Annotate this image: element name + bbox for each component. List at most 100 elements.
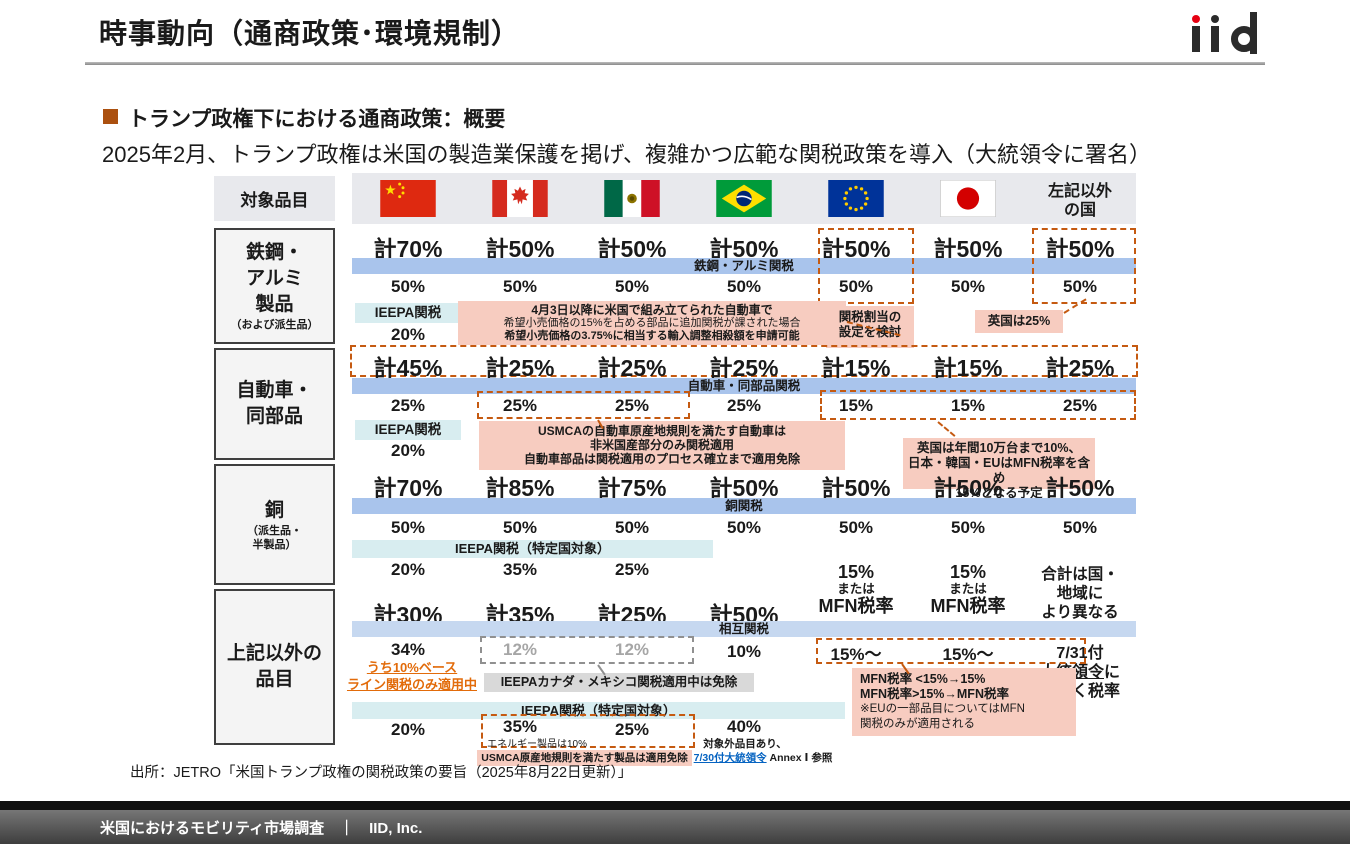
auto-total: 計25% <box>485 355 555 381</box>
column-header-other: 左記以外 の国 <box>1047 183 1112 219</box>
brazil-flag-icon <box>716 180 772 217</box>
copper-rate: 50% <box>614 518 650 537</box>
highlight-box-eu-japan-reciprocal <box>816 638 1086 664</box>
logo-letter-i-red <box>1192 12 1200 54</box>
steel-rate: 50% <box>726 277 762 296</box>
copper-rate: 50% <box>1062 518 1098 537</box>
copper-total: 計75% <box>597 475 667 501</box>
note-china-baseline: うち10%ベース ライン関税のみ適用中 <box>346 660 477 692</box>
steel-total: 計70% <box>373 236 443 262</box>
auto-total: 計25% <box>1045 355 1115 381</box>
copper-ieepa-rate: 20% <box>390 560 426 579</box>
steel-rate: 50% <box>390 277 426 296</box>
row-label-autos: 自動車・ 同部品 <box>214 348 335 460</box>
ieepa-tariff-chip: IEEPA関税 <box>355 420 461 440</box>
other-total-varies: 合計は国・ 地域に より異なる <box>1041 566 1119 621</box>
steel-total: 計50% <box>485 236 555 262</box>
auto-total: 計45% <box>373 355 443 381</box>
steel-total: 計50% <box>933 236 1003 262</box>
note-mfn-rule: MFN税率 <15%→15% MFN税率>15%→MFN税率 ※EUの一部品目に… <box>852 668 1076 736</box>
row-label-steel-aluminum: 鉄鋼・ アルミ 製品 （および派生品） <box>214 228 335 344</box>
corner-header: 対象品目 <box>214 176 335 221</box>
china-flag-icon <box>380 180 436 217</box>
auto-rate: 25% <box>390 396 426 415</box>
auto-total: 計15% <box>821 355 891 381</box>
brazil-annex-line: 7/30付大統領令 Annex Ⅰ 参照 <box>693 752 833 764</box>
row-label-copper: 銅 （派生品・ 半製品） <box>214 464 335 585</box>
copper-total: 計50% <box>933 475 1003 501</box>
copper-tariff-bar: 銅関税 <box>352 498 1136 514</box>
steel-total: 計50% <box>597 236 667 262</box>
page-title: 時事動向（通商政策･環境規制） <box>99 18 521 49</box>
row-label-other-items: 上記以外の 品目 <box>214 589 335 745</box>
steel-rate: 50% <box>1062 277 1098 296</box>
highlight-box-eu-steel <box>818 228 914 304</box>
note-canmex-ieepa: IEEPAカナダ・メキシコ関税適用中は免除 <box>484 673 754 692</box>
logo-letter-d <box>1230 12 1259 54</box>
copper-ieepa-rate: 35% <box>502 560 538 579</box>
logo-red-dot <box>1192 15 1200 23</box>
copper-total: 計70% <box>373 475 443 501</box>
auto-rate: 15% <box>950 396 986 415</box>
other-total-mfn-eu: 15% または MFN税率 <box>818 562 894 616</box>
auto-total: 計25% <box>709 355 779 381</box>
source-note: 出所：JETRO「米国トランプ政権の関税政策の要旨（2025年8月22日更新）」 <box>130 765 633 781</box>
other-ieepa-rate: 20% <box>390 720 426 739</box>
note-brazil-excluded: 対象外品目あり、 <box>703 738 787 750</box>
note-auto-assembly: 4月3日以降に米国で組み立てられた自動車で 希望小売価格の15%を占める部品に追… <box>458 301 846 345</box>
auto-rate: 25% <box>502 396 538 415</box>
other-rate-exempt: 12% <box>614 640 650 659</box>
auto-total: 計25% <box>597 355 667 381</box>
footer-text: 米国におけるモビリティ市場調査 ｜ IID, Inc. <box>100 819 423 837</box>
other-ieepa-rate: 25% <box>614 720 650 739</box>
brazil-ieepa-rate: 40% <box>726 717 762 736</box>
japan-flag-icon <box>940 180 996 217</box>
steel-total: 計50% <box>709 236 779 262</box>
auto-ieepa-rate: 20% <box>390 441 426 460</box>
copper-total: 計50% <box>1045 475 1115 501</box>
other-rate: 15%～ <box>942 645 994 664</box>
eu-flag-icon <box>828 180 884 217</box>
title-divider <box>85 62 1265 65</box>
other-ieepa-rate: 35% <box>502 717 538 736</box>
note-uk-japan-korea-eu: 英国は年間10万台まで10%、 日本・韓国・EUはMFN税率を含め 15%となる… <box>903 438 1095 500</box>
copper-rate: 50% <box>950 518 986 537</box>
highlight-box-canmex-exempt <box>480 636 694 664</box>
steel-rate: 50% <box>502 277 538 296</box>
executive-order-link[interactable]: 7/30付大統領令 <box>693 752 767 764</box>
copper-ieepa-rate: 25% <box>614 560 650 579</box>
note-usmca-autos: USMCAの自動車原産地規則を満たす自動車は 非米国産部分のみ関税適用 自動車部… <box>479 421 845 470</box>
auto-rate: 25% <box>1062 396 1098 415</box>
intro-text: 2025年2月、トランプ政権は米国の製造業保護を掲げ、複雑かつ広範な関税政策を導… <box>102 142 1151 167</box>
copper-ieepa-bar: IEEPA関税（特定国対象） <box>352 540 713 558</box>
highlight-box-eu-japan-other-auto <box>820 390 1136 420</box>
section-bullet-icon <box>103 109 118 124</box>
iid-logo <box>1192 12 1259 56</box>
other-rate-exempt: 12% <box>502 640 538 659</box>
section-heading: トランプ政権下における通商政策：概要 <box>128 108 506 131</box>
other-rate: 15%～ <box>830 645 882 664</box>
steel-aluminum-tariff-bar: 鉄鋼・アルミ関税 <box>352 258 1136 274</box>
highlight-box-canmex-ieepa-rates <box>481 714 695 748</box>
copper-rate: 50% <box>390 518 426 537</box>
steel-rate: 50% <box>950 277 986 296</box>
highlight-box-auto-totals <box>350 345 1138 377</box>
highlight-box-canmex-auto <box>477 391 690 419</box>
steel-rate: 50% <box>838 277 874 296</box>
auto-total: 計15% <box>933 355 1003 381</box>
copper-rate: 50% <box>838 518 874 537</box>
copper-total: 計85% <box>485 475 555 501</box>
auto-rate: 25% <box>614 396 650 415</box>
steel-rate: 50% <box>614 277 650 296</box>
steel-total: 計50% <box>821 236 891 262</box>
note-energy-products: エネルギー製品は10% <box>487 739 588 750</box>
footer-strip <box>0 801 1350 810</box>
note-usmca-exempt: USMCA原産地規則を満たす製品は適用免除 <box>477 750 692 766</box>
dashed-connector <box>937 421 956 437</box>
ieepa-tariff-chip: IEEPA関税 <box>355 303 461 323</box>
highlight-box-other-steel <box>1032 228 1136 304</box>
auto-rate: 25% <box>726 396 762 415</box>
other-rate: 10% <box>726 642 762 661</box>
auto-rate: 15% <box>838 396 874 415</box>
